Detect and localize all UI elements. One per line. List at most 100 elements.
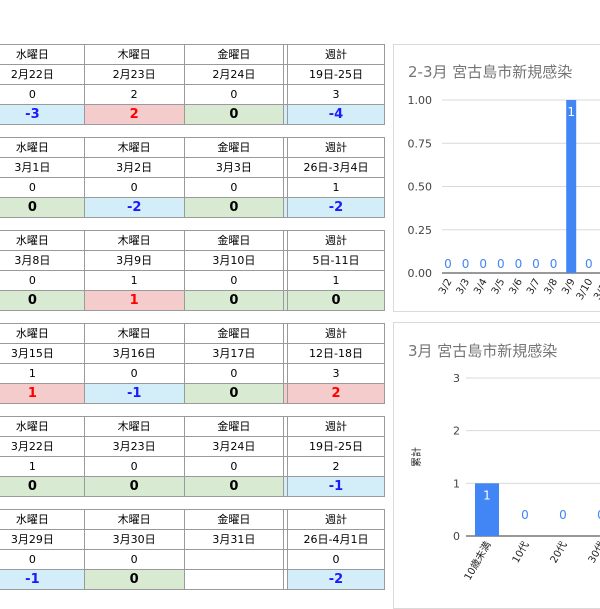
count-cell: 2 [83, 84, 185, 105]
x-tick-label: 30代 [586, 540, 600, 566]
week-count-cell: 1 [287, 177, 385, 198]
count-cell: 1 [0, 363, 85, 384]
week-diff-cell: 2 [287, 383, 385, 404]
date-cell: 3月3日 [183, 157, 285, 178]
chart-title: 3月 宮古島市新規感染 [408, 342, 557, 360]
count-cell: 0 [83, 549, 185, 570]
count-cell: 0 [0, 84, 85, 105]
weekly-total-header: 週計 [287, 416, 385, 437]
date-cell: 3月29日 [0, 529, 85, 550]
weekly-total-header: 週計 [287, 230, 385, 251]
diff-cell: 0 [183, 290, 285, 311]
diff-cell: 2 [83, 104, 185, 125]
y-tick-label: 2 [453, 425, 460, 438]
count-cell: 0 [83, 177, 185, 198]
week-count-cell: 1 [287, 270, 385, 291]
weekly-total-header: 週計 [287, 44, 385, 65]
x-tick-label: 3/5 [490, 277, 508, 296]
weekday-header: 水曜日 [0, 137, 85, 158]
date-cell: 3月17日 [183, 343, 285, 364]
date-cell: 3月8日 [0, 250, 85, 271]
weekday-header: 木曜日 [83, 323, 185, 344]
weekday-header: 金曜日 [183, 44, 285, 65]
x-tick-label: 3/7 [525, 277, 543, 296]
diff-cell: 0 [183, 104, 285, 125]
count-cell: 0 [0, 549, 85, 570]
count-cell [183, 549, 285, 570]
diff-cell: 0 [183, 476, 285, 497]
count-cell: 0 [83, 363, 185, 384]
week-count-cell: 3 [287, 363, 385, 384]
chart-title: 2-3月 宮古島市新規感染 [408, 63, 572, 81]
date-cell: 2月22日 [0, 64, 85, 85]
date-cell: 3月24日 [183, 436, 285, 457]
data-label: 0 [444, 257, 452, 271]
diff-cell: 0 [0, 197, 85, 218]
weekday-header: 木曜日 [83, 509, 185, 530]
y-tick-label: 1 [453, 477, 460, 490]
week-diff-cell: -2 [287, 569, 385, 590]
count-cell: 0 [183, 363, 285, 384]
weekday-header: 金曜日 [183, 509, 285, 530]
week-count-cell: 2 [287, 456, 385, 477]
x-tick-label: 3/3 [455, 277, 473, 296]
weekday-header: 木曜日 [83, 137, 185, 158]
y-tick-label: 0.50 [408, 181, 433, 194]
data-label: 1 [567, 105, 575, 119]
diff-cell: -1 [0, 569, 85, 590]
data-label: 0 [479, 257, 487, 271]
x-tick-label: 3/2 [437, 277, 455, 296]
y-tick-label: 0.00 [408, 267, 433, 280]
data-label: 0 [585, 257, 593, 271]
y-tick-label: 3 [453, 372, 460, 385]
data-label: 0 [497, 257, 505, 271]
x-tick-label: 3/11 [592, 277, 600, 302]
y-tick-label: 0.25 [408, 224, 433, 237]
chart-panel-age: 3月 宮古島市新規感染3210累計110歳未満010代020代030代 [393, 322, 600, 609]
data-label: 0 [532, 257, 540, 271]
data-label: 0 [559, 508, 567, 522]
date-cell: 3月9日 [83, 250, 185, 271]
week-range-cell: 26日-3月4日 [287, 157, 385, 178]
diff-cell: 1 [83, 290, 185, 311]
x-tick-label: 3/8 [543, 277, 561, 296]
weekly-total-table: 週計 19日-25日 2 -1 [287, 416, 385, 497]
y-tick-label: 0.75 [408, 137, 433, 150]
chart-panel-daily: 2-3月 宮古島市新規感染 1.00 0.75 0.50 0.25 0.00 0 3/2 0 3/… [393, 44, 600, 312]
diff-cell: 0 [0, 476, 85, 497]
y-axis-label: 累計 [410, 447, 423, 467]
data-label: 1 [483, 488, 491, 502]
y-tick-label: 0 [453, 530, 460, 543]
date-cell: 2月24日 [183, 64, 285, 85]
week-count-cell: 0 [287, 549, 385, 570]
week-range-cell: 26日-4月1日 [287, 529, 385, 550]
date-cell: 3月1日 [0, 157, 85, 178]
weekday-header: 金曜日 [183, 416, 285, 437]
weekday-header: 木曜日 [83, 416, 185, 437]
weekday-header: 水曜日 [0, 416, 85, 437]
x-tick-label: 10歳未満 [462, 540, 494, 583]
date-cell: 3月10日 [183, 250, 285, 271]
age-group-chart: 3月 宮古島市新規感染3210累計110歳未満010代020代030代 [408, 342, 600, 583]
weekly-total-table: 週計 12日-18日 3 2 [287, 323, 385, 404]
diff-cell: 1 [0, 383, 85, 404]
weekday-header: 金曜日 [183, 137, 285, 158]
date-cell: 3月31日 [183, 529, 285, 550]
diff-cell: -1 [83, 383, 185, 404]
date-cell: 3月30日 [83, 529, 185, 550]
count-cell: 0 [0, 270, 85, 291]
week-range-cell: 12日-18日 [287, 343, 385, 364]
x-tick-label: 3/4 [472, 277, 490, 296]
weekday-header: 木曜日 [83, 44, 185, 65]
week-range-cell: 5日-11日 [287, 250, 385, 271]
data-label: 0 [515, 257, 523, 271]
date-cell: 2月23日 [83, 64, 185, 85]
diff-cell: 0 [83, 569, 185, 590]
weekday-header: 木曜日 [83, 230, 185, 251]
week-diff-cell: 0 [287, 290, 385, 311]
diff-cell: 0 [0, 290, 85, 311]
diff-cell: -2 [83, 197, 185, 218]
weekday-header: 金曜日 [183, 230, 285, 251]
x-tick-label: 3/6 [507, 277, 525, 296]
weekly-total-table: 週計 26日-3月4日 1 -2 [287, 137, 385, 218]
